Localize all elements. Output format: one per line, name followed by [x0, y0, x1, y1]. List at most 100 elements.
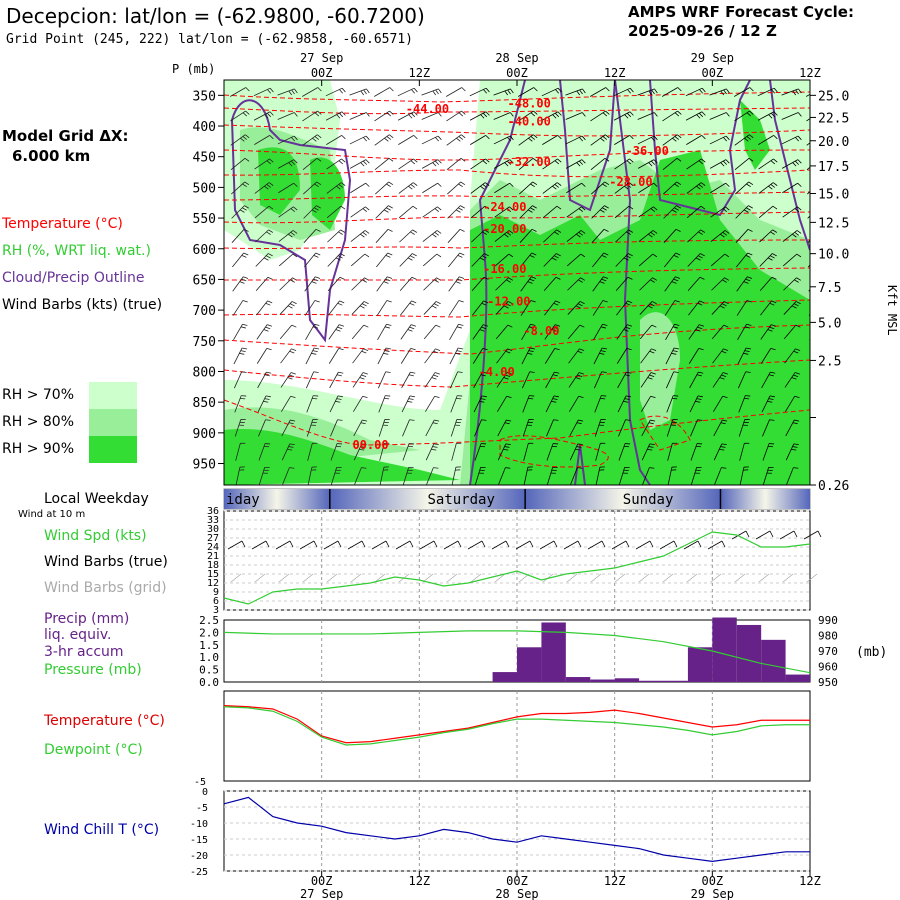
wind-barb-flag — [576, 162, 581, 167]
wind-barb-flag — [581, 182, 586, 187]
surface-barb — [491, 540, 507, 550]
wind-barb-flag — [605, 134, 610, 139]
wind-barb-flag — [746, 300, 752, 303]
grid-barb — [374, 573, 386, 583]
wind-barb-flag — [239, 281, 245, 284]
wind-barb-flag — [579, 348, 585, 352]
wind-barb-flag — [794, 372, 800, 375]
wind-barb-flag — [721, 467, 727, 469]
wind-barb-flag — [432, 422, 438, 425]
wind-barb-shaft — [379, 443, 385, 461]
wind-barb-flag — [408, 374, 414, 377]
wind-barb-flag — [626, 371, 632, 374]
wind-barb-flag — [242, 183, 247, 188]
wind-barb-flag — [699, 112, 704, 118]
surface-barb-flag — [289, 540, 294, 548]
model-grid-value: 6.000 km — [12, 147, 91, 165]
wind-barb-flag — [791, 377, 797, 380]
wind-barb-flag — [604, 181, 610, 186]
wind-barb-flag — [601, 371, 607, 373]
temperature-contour-label: -20.00 — [483, 222, 526, 236]
wind-barb-flag — [722, 372, 728, 375]
wind-barb-flag — [288, 422, 294, 425]
precip-bar — [639, 680, 664, 682]
wind-barb-flag — [290, 419, 296, 422]
wind-barb-flag — [533, 87, 538, 92]
pressure-tick-label: 650 — [193, 273, 216, 288]
temperature-contour-label: -4.00 — [479, 365, 515, 379]
weekday-segments: iday Saturday Sunday — [224, 489, 810, 509]
wind-barb-flag — [458, 183, 463, 188]
wind-barb-shaft — [689, 395, 699, 413]
legend-rh70: RH > 70% — [2, 387, 75, 403]
wind-barb-flag — [744, 326, 750, 329]
wind-barb-flag — [628, 229, 634, 233]
wind-barb-flag — [291, 324, 297, 328]
wind-barb-flag — [721, 303, 727, 307]
wind-barb-flag — [695, 257, 701, 261]
wind-barb-flag — [671, 281, 677, 284]
wind-barb-flag — [651, 301, 657, 305]
rh-shading — [224, 80, 810, 485]
wind-barb-flag — [649, 467, 655, 469]
wind-barb-flag — [650, 419, 656, 422]
temperature-contour-label: -40.00 — [508, 115, 551, 129]
wind-barb-flag — [602, 207, 607, 211]
wind-barb-shaft — [328, 348, 340, 364]
grid-barb — [806, 573, 818, 583]
wind-barb-flag — [627, 112, 632, 118]
pressure-tick-label: 960 — [818, 661, 838, 674]
wind-barb-shaft — [567, 324, 581, 340]
wind-barb-shaft — [379, 467, 385, 485]
temperature-contour-labels: -48.00 -44.00 -40.00 -36.00 -32.00 -28.00 -24.… — [352, 96, 668, 452]
precip-bar — [687, 647, 713, 682]
temperature-contour-label: -12.00 — [487, 295, 530, 309]
wind-barb-flag — [484, 229, 490, 233]
wind-barb-flag — [482, 160, 488, 165]
temperature-contour-label: 00.00 — [352, 438, 388, 452]
wind-barb-flag — [339, 324, 345, 327]
wind-barb-flag — [314, 207, 319, 211]
wind-barb-flag — [625, 395, 631, 398]
wind-barb-shaft — [637, 112, 655, 120]
wind-barbs-true — [227, 530, 822, 583]
pressure-unit-label: (mb) — [856, 645, 887, 660]
wind-barb-flag — [267, 324, 273, 327]
wind-barbs-grid — [230, 87, 810, 485]
wind-barb-flag — [341, 135, 346, 140]
wind-barb-flag — [244, 205, 249, 209]
wind-barb-flag — [771, 276, 777, 280]
wind-barb-flag — [292, 253, 298, 258]
wind-barb-flag — [791, 305, 797, 309]
wind-barb-flag — [504, 422, 510, 425]
surface-barb-flag — [793, 530, 798, 538]
wind-barb-flag — [363, 301, 369, 305]
wind-barb-flag — [798, 88, 802, 94]
wind-barb-flag — [411, 89, 415, 94]
wind-barb-flag — [456, 137, 461, 142]
wind-barb-flag — [509, 112, 514, 117]
wind-barb-flag — [315, 252, 321, 256]
wind-barb-flag — [314, 136, 320, 140]
wind-barb-flag — [433, 303, 439, 307]
wind-barb-flag — [242, 347, 248, 350]
precip-panel-grid: 2.52.01.51.00.50.0 990 980 970 960 950 — [199, 614, 838, 689]
wind-barb-flag — [696, 398, 702, 400]
surface-barb-flag — [817, 530, 822, 538]
wind-barb-flag — [725, 206, 730, 211]
wind-barb-flag — [432, 90, 437, 96]
wind-barb-flag — [698, 160, 704, 165]
precip-tick-label: 1.0 — [199, 651, 219, 664]
temp-tick-label: -5 — [194, 777, 206, 788]
wind-barb-shaft — [738, 419, 746, 437]
wind-barb-shaft — [304, 300, 316, 316]
wind-barb-flag — [362, 395, 368, 399]
wind-barb-flag — [239, 352, 245, 355]
time-tick-label: 12Z — [799, 66, 821, 80]
wind-barb-flag — [411, 276, 417, 280]
wind-barb-flag — [556, 253, 561, 257]
wind-height-label: Wind at 10 m — [18, 509, 86, 520]
wind-barb-flag — [625, 302, 631, 306]
wind-barb-flag — [771, 112, 776, 118]
